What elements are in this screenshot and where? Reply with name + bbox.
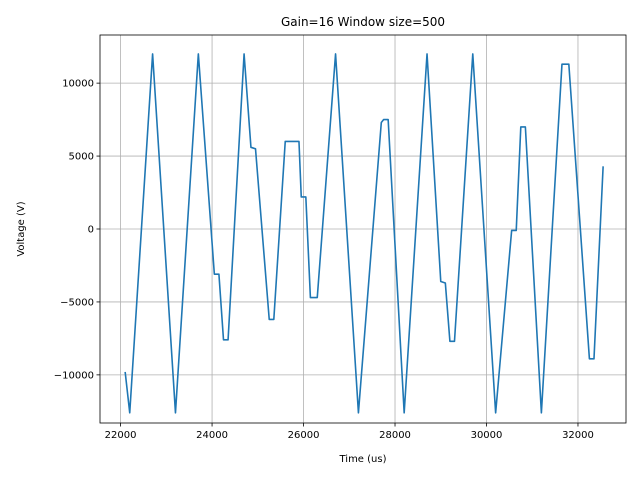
y-tick-label: 5000 bbox=[69, 152, 94, 163]
series-line-0 bbox=[124, 53, 604, 414]
x-tick-label: 30000 bbox=[471, 430, 503, 441]
y-axis-ticks: −10000 −5000 0 5000 10000 bbox=[54, 79, 100, 381]
x-tick-label: 26000 bbox=[288, 430, 320, 441]
x-tick-label: 32000 bbox=[562, 430, 594, 441]
grid bbox=[100, 35, 626, 423]
x-tick-label: 24000 bbox=[196, 430, 228, 441]
y-tick-label: 0 bbox=[88, 225, 94, 236]
chart-title: Gain=16 Window size=500 bbox=[281, 15, 445, 29]
x-tick-label: 22000 bbox=[105, 430, 137, 441]
plot-line-group bbox=[124, 53, 604, 414]
x-axis-label: Time (us) bbox=[338, 454, 386, 465]
y-axis-label: Voltage (V) bbox=[16, 201, 27, 256]
y-tick-label: −10000 bbox=[54, 370, 94, 381]
x-axis-ticks: 22000 24000 26000 28000 30000 32000 bbox=[105, 423, 594, 441]
y-tick-label: 10000 bbox=[62, 79, 94, 90]
x-tick-label: 28000 bbox=[379, 430, 411, 441]
y-tick-label: −5000 bbox=[60, 297, 94, 308]
